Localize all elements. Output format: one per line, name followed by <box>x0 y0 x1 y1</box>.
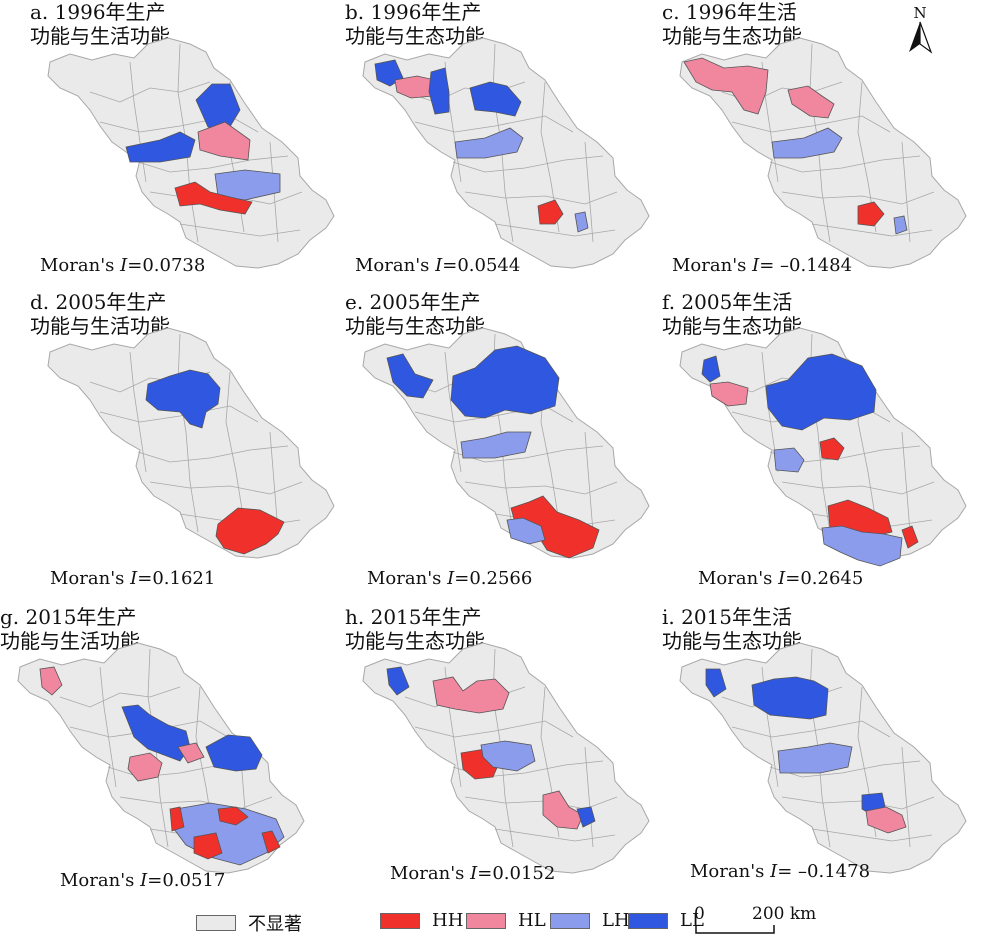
panel-title: d. 2005年生产 功能与生活功能 <box>30 290 170 338</box>
cluster-LH <box>893 215 908 235</box>
map-legend: 不显著 HH HL LH LL <box>0 910 1000 936</box>
cluster-LH <box>773 447 805 473</box>
legend-swatch <box>466 912 506 929</box>
jiangsu-map <box>362 327 650 559</box>
cluster-LH <box>574 211 589 233</box>
province-outline <box>47 327 335 559</box>
legend-item-ll: LL <box>628 910 704 931</box>
cluster-LL <box>450 345 560 419</box>
map-panel-b: b. 1996年生产 功能与生态功能 Moran's I=0.0544 <box>345 0 665 290</box>
cluster-LL <box>701 355 721 383</box>
cluster-HH <box>174 181 253 215</box>
legend-item-hl: HL <box>466 910 546 931</box>
moran-i-label: Moran's I= –0.1484 <box>672 255 853 276</box>
cluster-LL <box>469 81 522 117</box>
jiangsu-map <box>47 327 335 559</box>
jiangsu-map <box>362 37 650 269</box>
cluster-LH <box>480 740 536 772</box>
cluster-LL <box>125 131 196 163</box>
cluster-LH <box>454 127 524 159</box>
cluster-LL <box>751 676 829 720</box>
legend-label: LH <box>602 910 630 931</box>
jiangsu-map <box>679 642 967 874</box>
panel-title: b. 1996年生产 功能与生态功能 <box>345 0 485 48</box>
jiangsu-map <box>17 642 305 874</box>
legend-swatch <box>196 915 236 931</box>
scale-end-label: 200 km <box>752 904 816 924</box>
legend-label: HH <box>432 910 464 931</box>
panel-title: i. 2015年生活 功能与生态功能 <box>662 605 802 653</box>
legend-swatch <box>380 912 420 929</box>
moran-i-label: Moran's I=0.0544 <box>355 255 521 276</box>
legend-label: LL <box>680 910 704 931</box>
cluster-LL <box>705 668 727 698</box>
cluster-HL <box>432 676 510 714</box>
legend-swatch <box>628 912 668 929</box>
moran-i-label: Moran's I=0.2645 <box>698 568 864 589</box>
moran-i-label: Moran's I=0.0738 <box>40 255 206 276</box>
scale-bar: 0 200 km <box>694 904 816 934</box>
legend-label: 不显著 <box>248 914 302 935</box>
cluster-HL <box>127 752 163 782</box>
cluster-HH <box>901 525 919 549</box>
cluster-HH <box>537 199 564 225</box>
map-panel-e: e. 2005年生产 功能与生态功能 Moran's I=0.2566 <box>345 290 665 589</box>
cluster-LL <box>576 806 596 828</box>
jiangsu-map <box>679 37 967 269</box>
jiangsu-map <box>362 642 650 874</box>
legend-item-lh: LH <box>550 910 630 931</box>
cluster-HL <box>542 790 584 830</box>
cluster-LL <box>386 353 434 399</box>
moran-i-label: Moran's I=0.0517 <box>60 870 226 891</box>
cluster-LL <box>386 666 410 696</box>
cluster-LL <box>428 67 450 115</box>
legend-item-ns: 不显著 <box>196 910 302 936</box>
cluster-HH <box>169 806 281 860</box>
map-panel-i: i. 2015年生活 功能与生态功能 Moran's I= –0.1478 <box>662 605 982 895</box>
cluster-HL <box>865 806 907 834</box>
jiangsu-map <box>679 327 967 567</box>
north-label: N <box>913 4 926 22</box>
cluster-LH <box>821 525 903 567</box>
panel-title: e. 2005年生产 功能与生态功能 <box>345 290 485 338</box>
map-panel-a: a. 1996年生产 功能与生活功能 Moran's I=0.0738 <box>30 0 350 290</box>
north-arrow-icon: N <box>909 4 933 54</box>
cluster-HL <box>197 121 251 161</box>
legend-item-hh: HH <box>380 910 463 931</box>
cluster-LH <box>506 517 546 545</box>
cluster-HL <box>787 85 835 119</box>
cluster-LH <box>460 431 532 459</box>
cluster-HL <box>39 666 63 696</box>
moran-i-label: Moran's I=0.1621 <box>50 568 216 589</box>
map-panel-f: f. 2005年生活 功能与生态功能 Moran's I=0.2645 <box>662 290 982 589</box>
map-panel-c: c. 1996年生活 功能与生态功能 Moran's I= –0.1484 <box>662 0 982 290</box>
map-panel-d: d. 2005年生产 功能与生活功能 Moran's I=0.1621 <box>30 290 350 589</box>
cluster-HH <box>857 201 885 227</box>
cluster-HL <box>709 381 749 407</box>
map-panel-g: g. 2015年生产 功能与生活功能 Moran's I=0.0517 <box>0 605 320 895</box>
cluster-LL <box>145 369 221 429</box>
panel-title: g. 2015年生产 功能与生活功能 <box>0 605 140 653</box>
legend-label: HL <box>518 910 546 931</box>
panel-title: f. 2005年生活 功能与生态功能 <box>662 290 802 338</box>
cluster-LH <box>777 742 853 774</box>
legend-swatch <box>550 912 590 929</box>
moran-i-label: Moran's I=0.2566 <box>367 568 533 589</box>
moran-i-label: Moran's I= –0.1478 <box>690 861 871 882</box>
cluster-HH <box>819 437 845 461</box>
cluster-LL <box>765 353 877 431</box>
cluster-HL <box>177 742 205 764</box>
panel-title: h. 2015年生产 功能与生态功能 <box>345 605 485 653</box>
cluster-HL <box>683 57 769 115</box>
panel-title: c. 1996年生活 功能与生态功能 <box>662 0 802 48</box>
cluster-HH <box>215 507 285 555</box>
moran-i-label: Moran's I=0.0152 <box>390 863 556 884</box>
panel-title: a. 1996年生产 功能与生活功能 <box>30 0 170 48</box>
jiangsu-map <box>47 37 335 269</box>
cluster-LH <box>771 127 843 159</box>
scale-start-label: 0 <box>694 904 705 924</box>
map-panel-h: h. 2015年生产 功能与生态功能 Moran's I=0.0152 <box>345 605 665 895</box>
cluster-LL <box>195 83 241 131</box>
cluster-LL <box>205 734 263 772</box>
